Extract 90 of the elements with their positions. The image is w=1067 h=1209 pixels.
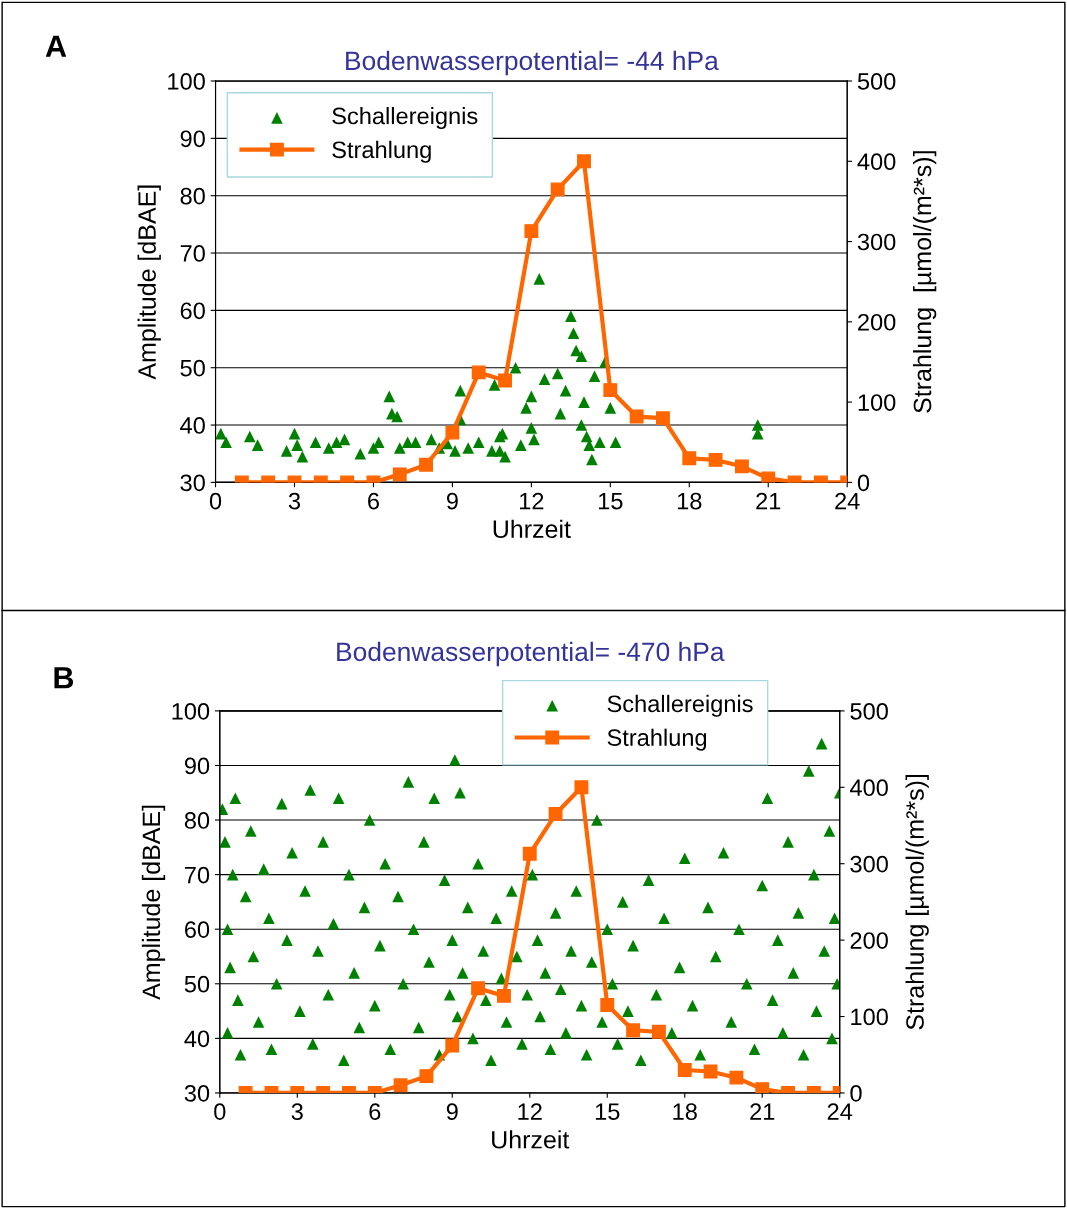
point <box>682 451 697 466</box>
chart-title: Bodenwasserpotential= -470 hPa <box>337 641 725 667</box>
y-axis-title: Amplitude [dBAE] <box>137 185 161 380</box>
legend-label: Schallereignis <box>332 106 478 129</box>
y-tick-label: 70 <box>180 245 205 262</box>
point <box>729 1070 744 1085</box>
point <box>393 1078 408 1093</box>
legend-label: Schallereignis <box>607 694 753 717</box>
x-tick-label: 18 <box>677 492 702 510</box>
point <box>445 1038 460 1053</box>
y-axis-title: Amplitude [dBAE] <box>141 805 166 1000</box>
point <box>703 1064 718 1079</box>
x-tick-label: 18 <box>673 1103 697 1120</box>
point <box>445 425 460 440</box>
point <box>656 411 670 426</box>
point <box>600 998 615 1013</box>
x-tick-label: 24 <box>835 492 860 510</box>
x-tick-label: 12 <box>518 1103 542 1120</box>
x-tick-label: 15 <box>595 1103 620 1120</box>
y-tick-label: 100 <box>168 73 205 90</box>
y2-axis-title: Strahlung [µmol/(m²*s)] <box>912 151 937 413</box>
y2-tick-label: 300 <box>857 233 896 251</box>
x-axis-title: Uhrzeit <box>492 1130 570 1149</box>
y2-tick-label: 400 <box>849 779 888 797</box>
x-tick-label: 21 <box>750 1103 775 1120</box>
y2-tick-label: 100 <box>851 1008 888 1026</box>
y2-tick-label: 0 <box>857 474 870 492</box>
y2-tick-label: 300 <box>850 855 888 873</box>
point <box>761 471 776 483</box>
y-tick-label: 90 <box>184 757 210 775</box>
text: B <box>54 667 74 689</box>
y2-tick-label: 500 <box>857 73 896 90</box>
y2-tick-label: 400 <box>857 153 896 171</box>
y-tick-label: 100 <box>172 702 210 720</box>
point <box>498 373 512 388</box>
x-tick-label: 3 <box>291 1103 303 1120</box>
y-tick-label: 50 <box>184 975 210 993</box>
point <box>755 1082 770 1093</box>
point <box>734 459 749 474</box>
point <box>548 807 563 821</box>
y-tick-label: 40 <box>184 1030 210 1048</box>
point <box>419 457 434 472</box>
x-axis-title: Uhrzeit <box>493 519 571 539</box>
x-tick-label: 12 <box>520 492 544 510</box>
y-tick-label: 40 <box>180 417 205 434</box>
point <box>496 988 511 1003</box>
x-tick-label: 3 <box>288 492 301 510</box>
point <box>577 154 591 169</box>
point <box>677 1063 692 1077</box>
legend-label: Strahlung <box>332 140 431 163</box>
y2-tick-label: 100 <box>858 394 896 411</box>
x-tick-label: 24 <box>827 1103 853 1120</box>
point <box>419 1069 434 1084</box>
y-tick-label: 50 <box>180 359 205 377</box>
x-tick-label: 0 <box>209 492 222 510</box>
point <box>629 409 644 424</box>
y2-tick-label: 0 <box>850 1085 862 1102</box>
x-tick-label: 0 <box>214 1103 226 1120</box>
legend-label: Strahlung <box>607 728 707 751</box>
x-tick-label: 6 <box>368 492 379 510</box>
y2-tick-label: 500 <box>850 702 888 720</box>
y2-tick-label: 200 <box>850 932 888 949</box>
point <box>471 365 486 380</box>
point <box>522 846 537 861</box>
y-tick-label: 80 <box>180 187 205 205</box>
chart-title: Bodenwasserpotential= -44 hPa <box>346 50 719 76</box>
point <box>392 467 407 482</box>
x-tick-label: 9 <box>446 492 458 510</box>
y-tick-label: 70 <box>185 866 210 884</box>
x-tick-label: 6 <box>369 1103 381 1120</box>
x-tick-label: 21 <box>756 492 781 510</box>
y2-tick-label: 200 <box>858 313 896 331</box>
y-tick-label: 60 <box>180 302 205 320</box>
point <box>550 182 565 197</box>
y-tick-label: 60 <box>185 921 210 938</box>
text: A <box>45 35 67 57</box>
x-tick-label: 9 <box>446 1103 458 1120</box>
point <box>574 780 589 795</box>
y-tick-label: 30 <box>184 1085 210 1102</box>
y-tick-label: 80 <box>184 812 210 829</box>
point <box>651 1024 666 1039</box>
point <box>603 383 618 398</box>
y-tick-label: 90 <box>180 130 205 148</box>
y2-axis-title: Strahlung [µmol/(m²*s)] <box>905 774 929 1030</box>
point <box>524 224 539 239</box>
x-tick-label: 15 <box>598 492 623 510</box>
point <box>708 452 723 467</box>
point <box>626 1023 641 1038</box>
point <box>471 981 486 996</box>
y-tick-label: 30 <box>180 474 205 492</box>
